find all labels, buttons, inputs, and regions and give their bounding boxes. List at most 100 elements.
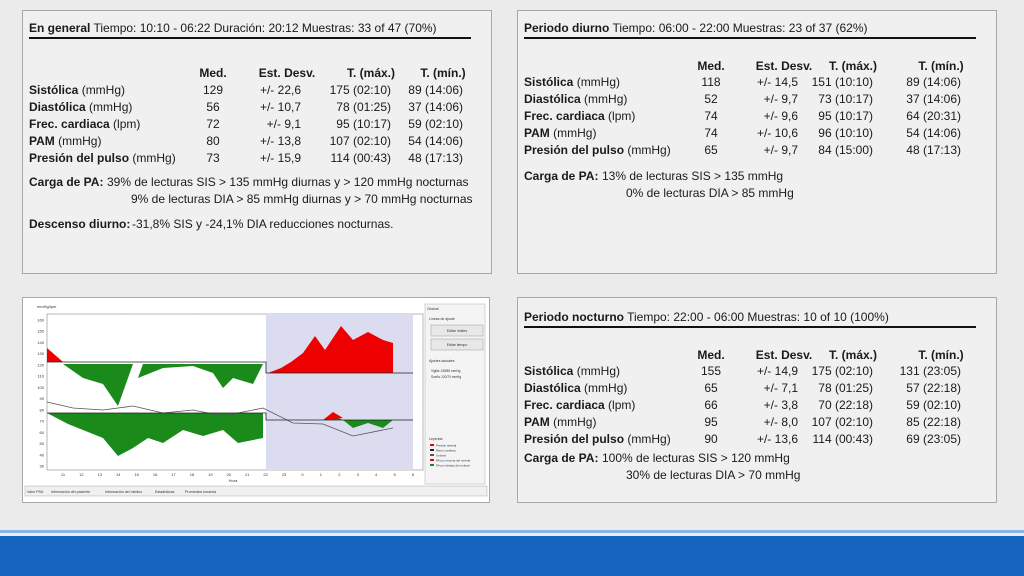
- measure-unit: (mmHg): [580, 92, 628, 106]
- load-label: Carga de PA:: [524, 451, 599, 465]
- y-tick-label: 50: [40, 441, 45, 446]
- x-tick-label: 11: [61, 472, 66, 477]
- cell: +/- 22,6: [259, 83, 301, 97]
- panel-info: Tiempo: 06:00 - 22:00 Muestras: 23 of 37…: [609, 21, 868, 35]
- cell: 56: [206, 100, 220, 114]
- measure-unit: (mmHg): [573, 364, 621, 378]
- x-tick-label: 21: [245, 472, 250, 477]
- legend-entry: Umbral: [436, 454, 446, 458]
- measure-name: PAM: [29, 134, 55, 148]
- tab: Promedios horarios: [185, 490, 216, 494]
- x-tick-label: 5: [393, 472, 396, 477]
- panel-title: Periodo diurno: [524, 21, 610, 35]
- cell: 48 (17:13): [906, 143, 961, 157]
- accent-line: [0, 530, 1024, 533]
- row-label: Presión del pulso (mmHg): [524, 432, 671, 446]
- cell: +/- 7,1: [763, 381, 798, 395]
- measure-unit: (mmHg): [85, 100, 133, 114]
- x-tick-label: 6: [412, 472, 415, 477]
- x-tick-label: 14: [116, 472, 121, 477]
- measure-unit: (mmHg): [624, 432, 671, 446]
- measure-unit: (mmHg): [78, 83, 126, 97]
- row-label: Frec. cardiaca (lpm): [29, 117, 140, 131]
- legend-swatch: [430, 444, 434, 446]
- panel-header: En general Tiempo: 10:10 - 06:22 Duració…: [29, 21, 437, 35]
- cell: +/- 9,7: [763, 143, 798, 157]
- x-tick-label: 23: [282, 472, 287, 477]
- y-tick-label: 30: [40, 464, 45, 469]
- screenshot-chart: mmHg/lpm16015014013012011010090807060504…: [23, 298, 489, 502]
- cell: 85 (22:18): [906, 415, 961, 429]
- below-area: [323, 416, 393, 428]
- row-label: Frec. cardiaca (lpm): [524, 398, 635, 412]
- chart-screenshot: mmHg/lpm 160 150 140 130 120 110 100 90 80 70 60 50 4…: [22, 297, 490, 503]
- above-area: [268, 326, 393, 373]
- measure-name: Presión del pulso: [29, 151, 130, 165]
- cell: +/- 10,7: [259, 100, 301, 114]
- load-text: 39% de lecturas SIS > 135 mmHg diurnas y…: [107, 175, 469, 189]
- cell: 175 (02:10): [329, 83, 391, 97]
- cell: 129: [202, 83, 224, 97]
- measure-name: Sistólica: [524, 75, 574, 89]
- legend-swatch: [430, 464, 434, 466]
- load-text: 30% de lecturas DIA > 70 mmHg: [626, 468, 801, 482]
- cell: 57 (22:18): [906, 381, 961, 395]
- y-tick-label: 150: [37, 329, 44, 334]
- legend-entry: PA por debajo del umbral: [436, 464, 470, 468]
- cell: 70 (22:18): [818, 398, 873, 412]
- current-setting: Sueño 120/70 mmHg: [431, 375, 461, 379]
- current-setting: Vigilia 135/85 mmHg: [431, 369, 461, 373]
- column-header: Med.: [697, 348, 725, 362]
- measure-unit: (mmHg): [549, 126, 597, 140]
- cell: 95 (10:17): [818, 109, 873, 123]
- measure-name: Sistólica: [29, 83, 79, 97]
- row-label: Sistólica (mmHg): [524, 75, 620, 89]
- cell: +/- 9,6: [763, 109, 798, 123]
- cell: 73: [206, 151, 220, 165]
- x-tick-label: 19: [208, 472, 213, 477]
- measure-unit: (mmHg): [129, 151, 176, 165]
- row-label: Diastólica (mmHg): [524, 381, 627, 395]
- column-header: Med.: [199, 66, 227, 80]
- panel-header: Periodo nocturno Tiempo: 22:00 - 06:00 M…: [524, 310, 889, 324]
- row-label: PAM (mmHg): [524, 415, 596, 429]
- x-tick-label: 1: [320, 472, 323, 477]
- measure-unit: (lpm): [604, 398, 636, 412]
- x-tick-label: 4: [375, 472, 378, 477]
- cell: 118: [701, 75, 721, 89]
- row-label: Frec. cardiaca (lpm): [524, 109, 635, 123]
- cell: 78 (01:25): [336, 100, 391, 114]
- panel-night: Periodo nocturno Tiempo: 22:00 - 06:00 M…: [517, 297, 997, 503]
- button[interactable]: [430, 338, 484, 351]
- column-header: T. (mín.): [420, 66, 466, 80]
- current-title: Ajustes actuales: [429, 359, 455, 363]
- tab: Información del médico: [105, 490, 142, 494]
- cell: 74: [704, 109, 718, 123]
- measure-name: Frec. cardiaca: [29, 117, 110, 131]
- row-label: Sistólica (mmHg): [29, 83, 125, 97]
- column-header: T. (máx.): [346, 66, 395, 80]
- legend-swatch: [430, 449, 434, 451]
- cell: +/- 8,0: [763, 415, 798, 429]
- cell: 69 (23:05): [906, 432, 961, 446]
- button[interactable]: [430, 324, 484, 337]
- cell: 155: [700, 364, 722, 378]
- panel-general: En general Tiempo: 10:10 - 06:22 Duració…: [22, 10, 492, 274]
- cell: 59 (02:10): [408, 117, 463, 131]
- x-tick-label: 15: [134, 472, 139, 477]
- column-header: T. (mín.): [918, 348, 964, 362]
- measure-unit: (lpm): [109, 117, 141, 131]
- cell: 54 (14:06): [408, 134, 463, 148]
- cell: +/- 15,9: [259, 151, 301, 165]
- above-area: [47, 348, 63, 362]
- legend-swatch: [430, 454, 434, 456]
- measure-name: Frec. cardiaca: [524, 398, 605, 412]
- cell: 175 (02:10): [811, 364, 873, 378]
- cell: 65: [704, 381, 718, 395]
- cell: 59 (02:10): [906, 398, 961, 412]
- y-tick-label: 90: [40, 396, 45, 401]
- measure-unit: (mmHg): [580, 381, 628, 395]
- header-rule: [29, 37, 471, 39]
- header-rule: [524, 37, 976, 39]
- x-tick-label: 12: [79, 472, 84, 477]
